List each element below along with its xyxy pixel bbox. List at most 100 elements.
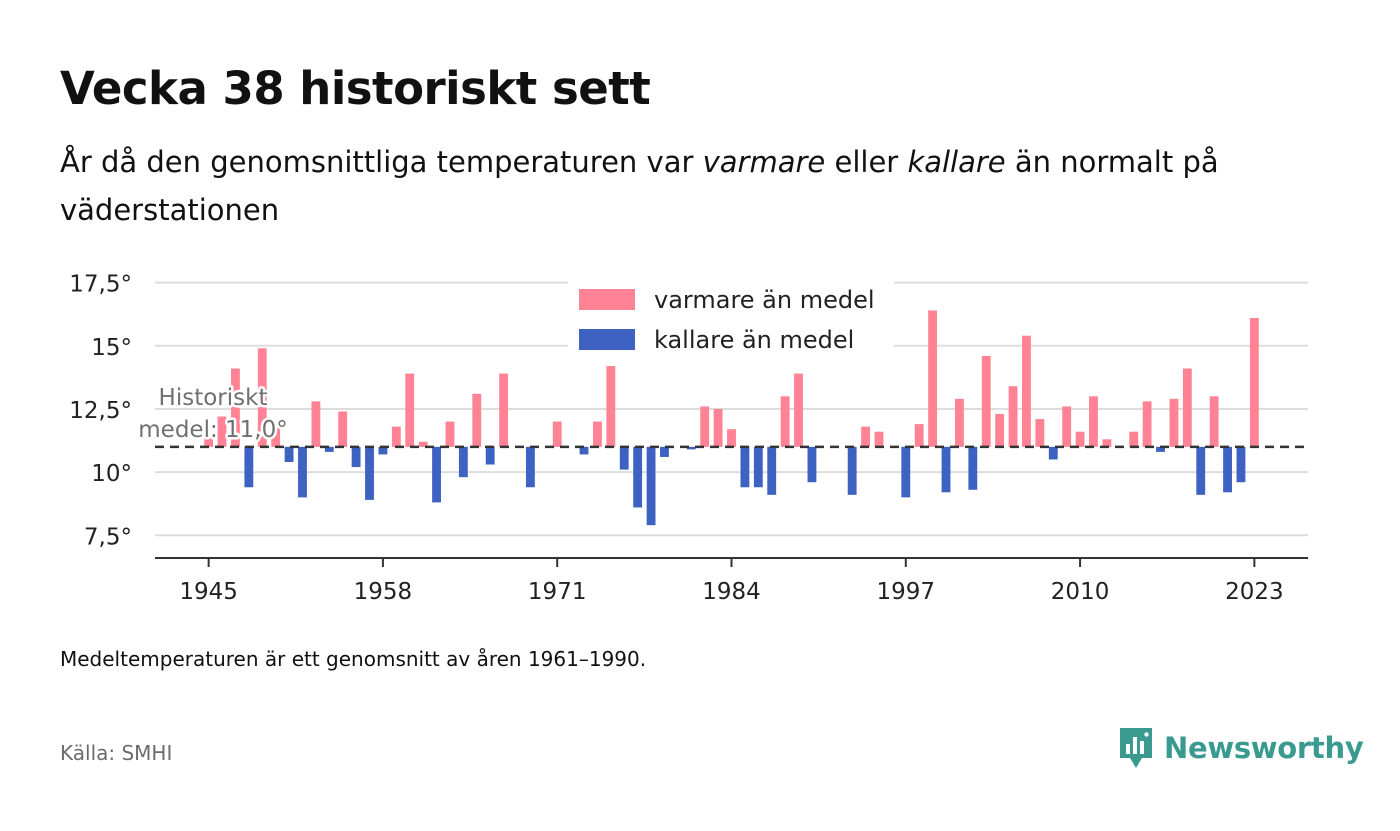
bar-2020 bbox=[1209, 396, 1219, 447]
bar-1978 bbox=[646, 446, 656, 526]
bar-1957 bbox=[365, 446, 374, 500]
bar-2014 bbox=[1129, 431, 1139, 447]
bar-1983 bbox=[713, 408, 723, 447]
bar-1981 bbox=[686, 446, 696, 450]
subtitle-warm-word: varmare bbox=[702, 145, 826, 179]
bar-2012 bbox=[1102, 439, 1112, 447]
x-tick-label: 1945 bbox=[179, 579, 238, 605]
bar-1986 bbox=[753, 446, 763, 488]
bar-2019 bbox=[1196, 446, 1206, 495]
y-tick-label: 15° bbox=[91, 335, 132, 361]
bar-1988 bbox=[780, 396, 790, 447]
baseline-label: Historiskt medel: 11,0° bbox=[136, 383, 290, 446]
bar-2004 bbox=[995, 414, 1005, 447]
bar-1959 bbox=[391, 426, 401, 447]
bar-2016 bbox=[1156, 446, 1165, 452]
bar-1961 bbox=[418, 441, 428, 447]
bar-1979 bbox=[660, 446, 669, 457]
bar-1965 bbox=[472, 393, 482, 447]
bar-1955 bbox=[338, 411, 348, 447]
bar-1974 bbox=[593, 421, 602, 447]
bar-1997 bbox=[901, 446, 911, 498]
bar-1985 bbox=[740, 446, 750, 488]
y-tick-label: 17,5° bbox=[69, 272, 132, 298]
bar-1993 bbox=[847, 446, 857, 495]
bar-1973 bbox=[579, 446, 589, 455]
temperature-bar-chart: 7,5° 10° 12,5° 15° 17,5° Historiskt medel: 11… bbox=[69, 272, 1308, 605]
x-tick-label: 2010 bbox=[1051, 579, 1110, 605]
subtitle-text-1: År då den genomsnittliga temperaturen va… bbox=[60, 145, 703, 179]
footnote: Medeltemperaturen är ett genomsnitt av å… bbox=[60, 647, 647, 671]
bar-1969 bbox=[525, 446, 535, 488]
chart-subtitle: År då den genomsnittliga temperaturen va… bbox=[60, 138, 1300, 234]
bar-1960 bbox=[405, 373, 415, 447]
bar-1950 bbox=[271, 426, 281, 447]
bar-2007 bbox=[1035, 419, 1045, 447]
bar-2010 bbox=[1075, 431, 1085, 447]
y-tick-label: 10° bbox=[91, 461, 132, 487]
bar-1998 bbox=[914, 424, 924, 447]
x-tick-label: 1997 bbox=[877, 579, 936, 605]
bar-2017 bbox=[1169, 398, 1179, 447]
bar-1953 bbox=[311, 401, 321, 447]
bar-2009 bbox=[1062, 406, 1072, 447]
newsworthy-logo: Newsworthy bbox=[1118, 726, 1364, 770]
bar-2001 bbox=[954, 398, 964, 447]
chart-title: Vecka 38 historiskt sett bbox=[60, 62, 651, 115]
x-tick-label: 1971 bbox=[528, 579, 587, 605]
bar-1990 bbox=[807, 446, 817, 483]
bar-1954 bbox=[324, 446, 334, 452]
legend-cold-swatch bbox=[579, 329, 635, 350]
bar-1976 bbox=[619, 446, 629, 470]
bar-1947 bbox=[231, 368, 240, 447]
bar-1994 bbox=[861, 426, 870, 447]
baseline-label-line: medel: 11,0° bbox=[138, 417, 287, 443]
bar-1975 bbox=[606, 366, 616, 447]
bar-2015 bbox=[1142, 401, 1152, 447]
bar-1977 bbox=[633, 446, 643, 508]
bar-1982 bbox=[700, 406, 710, 447]
bar-2005 bbox=[1008, 386, 1018, 447]
bars bbox=[204, 310, 1259, 526]
bar-1999 bbox=[928, 310, 938, 447]
bar-2022 bbox=[1236, 446, 1246, 483]
x-tick-label: 2023 bbox=[1225, 579, 1284, 605]
bar-1995 bbox=[874, 431, 884, 447]
bar-2006 bbox=[1022, 335, 1031, 447]
source-text: Källa: SMHI bbox=[60, 741, 173, 765]
bar-1962 bbox=[432, 446, 441, 503]
logo-text: Newsworthy bbox=[1164, 731, 1364, 765]
bar-2008 bbox=[1048, 446, 1058, 460]
y-axis-ticks: 7,5° 10° 12,5° 15° 17,5° bbox=[69, 272, 132, 551]
bar-1946 bbox=[217, 416, 227, 447]
newsworthy-chart-icon bbox=[1120, 728, 1152, 768]
bar-1989 bbox=[794, 373, 803, 447]
bar-2023 bbox=[1249, 318, 1259, 447]
bar-1987 bbox=[767, 446, 777, 495]
y-tick-label: 12,5° bbox=[69, 398, 132, 424]
x-tick-label: 1984 bbox=[702, 579, 761, 605]
bar-2000 bbox=[941, 446, 951, 493]
bar-1966 bbox=[485, 446, 495, 465]
legend-warm-swatch bbox=[579, 289, 635, 310]
legend: varmare än medel kallare än medel bbox=[568, 278, 894, 356]
bar-1952 bbox=[298, 446, 307, 498]
bar-2003 bbox=[981, 355, 991, 447]
subtitle-text-2: eller bbox=[825, 145, 908, 179]
subtitle-cold-word: kallare bbox=[907, 145, 1006, 179]
x-axis-ticks: 1945 1958 1971 1984 1997 2010 2023 bbox=[179, 558, 1284, 605]
bar-2021 bbox=[1223, 446, 1232, 493]
legend-warm-label: varmare än medel bbox=[654, 286, 875, 314]
bar-1963 bbox=[445, 421, 455, 447]
bar-1951 bbox=[284, 446, 294, 462]
bar-1949 bbox=[257, 348, 267, 447]
subtitle-text-3: än normalt på väderstationen bbox=[60, 145, 1219, 227]
legend-cold-label: kallare än medel bbox=[654, 326, 854, 354]
bar-2011 bbox=[1089, 396, 1098, 447]
y-tick-label: 7,5° bbox=[84, 524, 132, 550]
x-tick-label: 1958 bbox=[354, 579, 413, 605]
bar-1964 bbox=[458, 446, 468, 478]
bar-1945 bbox=[204, 436, 214, 447]
bar-1971 bbox=[552, 421, 562, 447]
bar-1967 bbox=[499, 373, 509, 447]
